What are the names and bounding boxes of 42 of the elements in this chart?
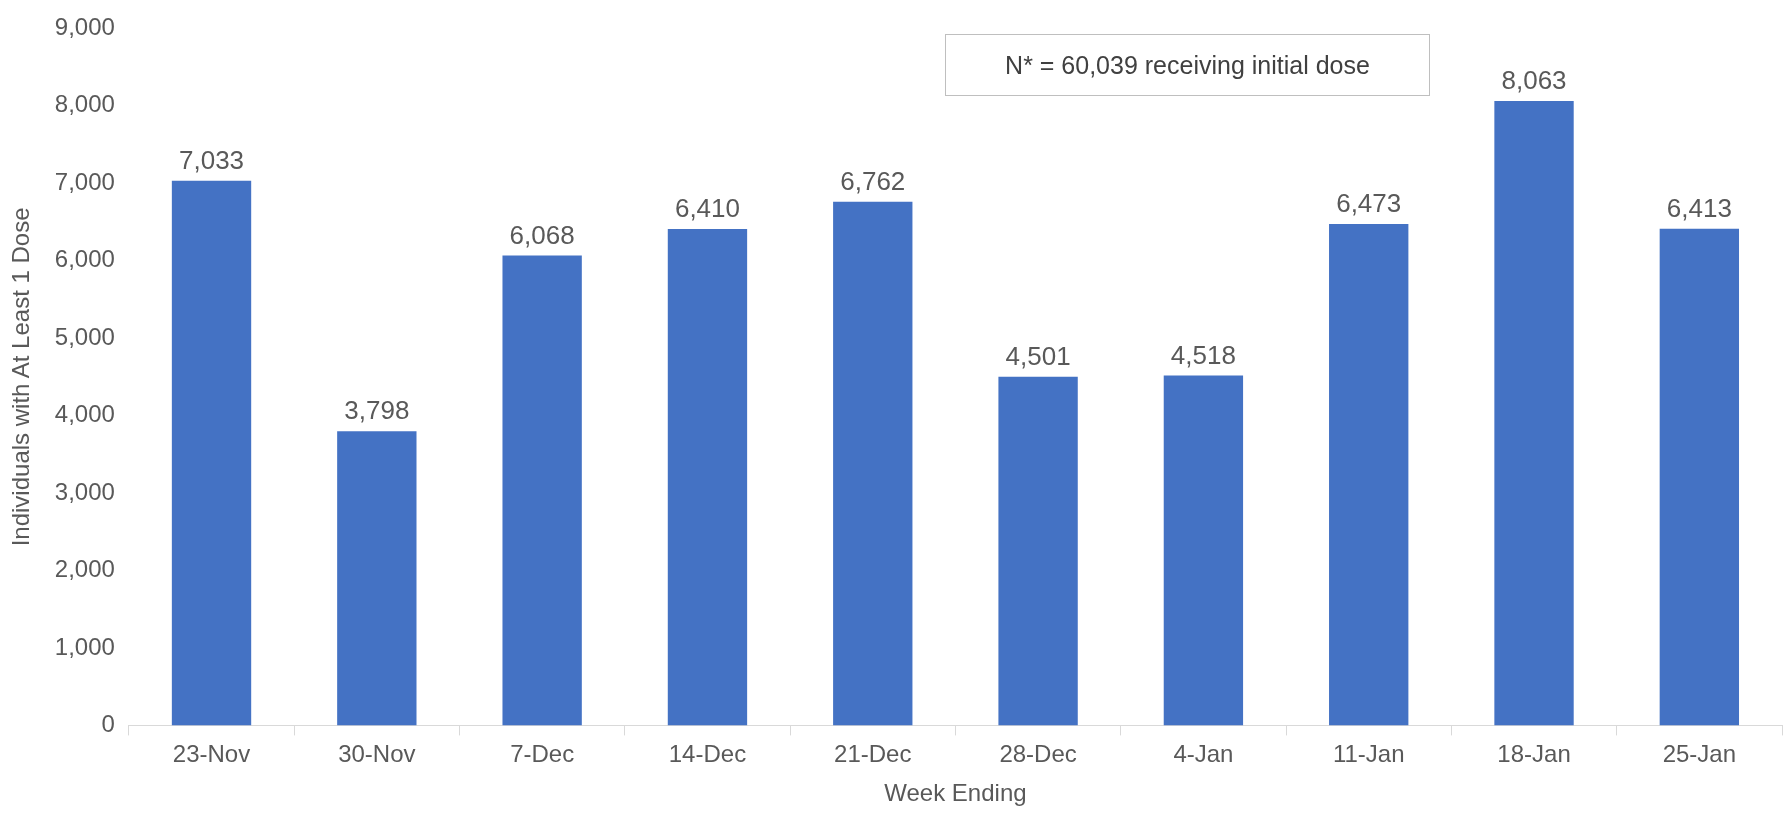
x-tick-label: 21-Dec bbox=[834, 740, 912, 768]
bar bbox=[1329, 224, 1409, 726]
x-tick-label: 28-Dec bbox=[999, 740, 1077, 768]
x-tick-label: 23-Nov bbox=[172, 740, 251, 768]
y-tick-label: 5,000 bbox=[54, 322, 115, 350]
data-label: 4,501 bbox=[1005, 340, 1071, 371]
bar bbox=[833, 201, 913, 726]
data-label: 6,068 bbox=[509, 219, 575, 250]
bar bbox=[502, 255, 582, 726]
data-label: 3,798 bbox=[344, 395, 410, 426]
x-tick-label: 18-Jan bbox=[1497, 740, 1571, 768]
bar bbox=[1494, 100, 1574, 726]
x-tick-label: 11-Jan bbox=[1332, 740, 1405, 768]
y-tick-label: 4,000 bbox=[54, 400, 115, 428]
y-tick-label: 9,000 bbox=[54, 13, 115, 41]
bar bbox=[667, 228, 748, 726]
bar bbox=[1659, 228, 1740, 726]
x-tick-label: 25-Jan bbox=[1662, 740, 1737, 768]
data-label: 4,518 bbox=[1170, 339, 1236, 370]
data-label: 7,033 bbox=[178, 144, 245, 175]
y-tick-label: 2,000 bbox=[54, 555, 115, 583]
data-label: 8,063 bbox=[1501, 65, 1567, 96]
y-tick-label: 7,000 bbox=[54, 167, 115, 195]
y-tick-label: 0 bbox=[101, 710, 115, 738]
bar bbox=[1163, 375, 1244, 726]
data-label: 6,413 bbox=[1666, 192, 1732, 223]
y-tick-label: 1,000 bbox=[54, 632, 115, 660]
data-label: 6,473 bbox=[1336, 188, 1402, 219]
x-tick-label: 30-Nov bbox=[338, 740, 416, 768]
x-tick-label: 7-Dec bbox=[510, 740, 575, 768]
y-tick-label: 8,000 bbox=[54, 90, 115, 118]
x-axis-title: Week Ending bbox=[884, 779, 1027, 807]
y-tick-label: 6,000 bbox=[54, 245, 115, 273]
x-tick-label: 14-Dec bbox=[668, 740, 747, 768]
x-tick-label: 4-Jan bbox=[1173, 740, 1234, 768]
data-label: 6,762 bbox=[840, 165, 906, 196]
bar bbox=[998, 376, 1078, 726]
y-tick-label: 3,000 bbox=[54, 477, 115, 505]
y-axis-title: Individuals with At Least 1 Dose bbox=[7, 207, 35, 547]
bar bbox=[337, 431, 417, 726]
data-label: 6,410 bbox=[674, 193, 740, 224]
bar bbox=[171, 180, 252, 726]
